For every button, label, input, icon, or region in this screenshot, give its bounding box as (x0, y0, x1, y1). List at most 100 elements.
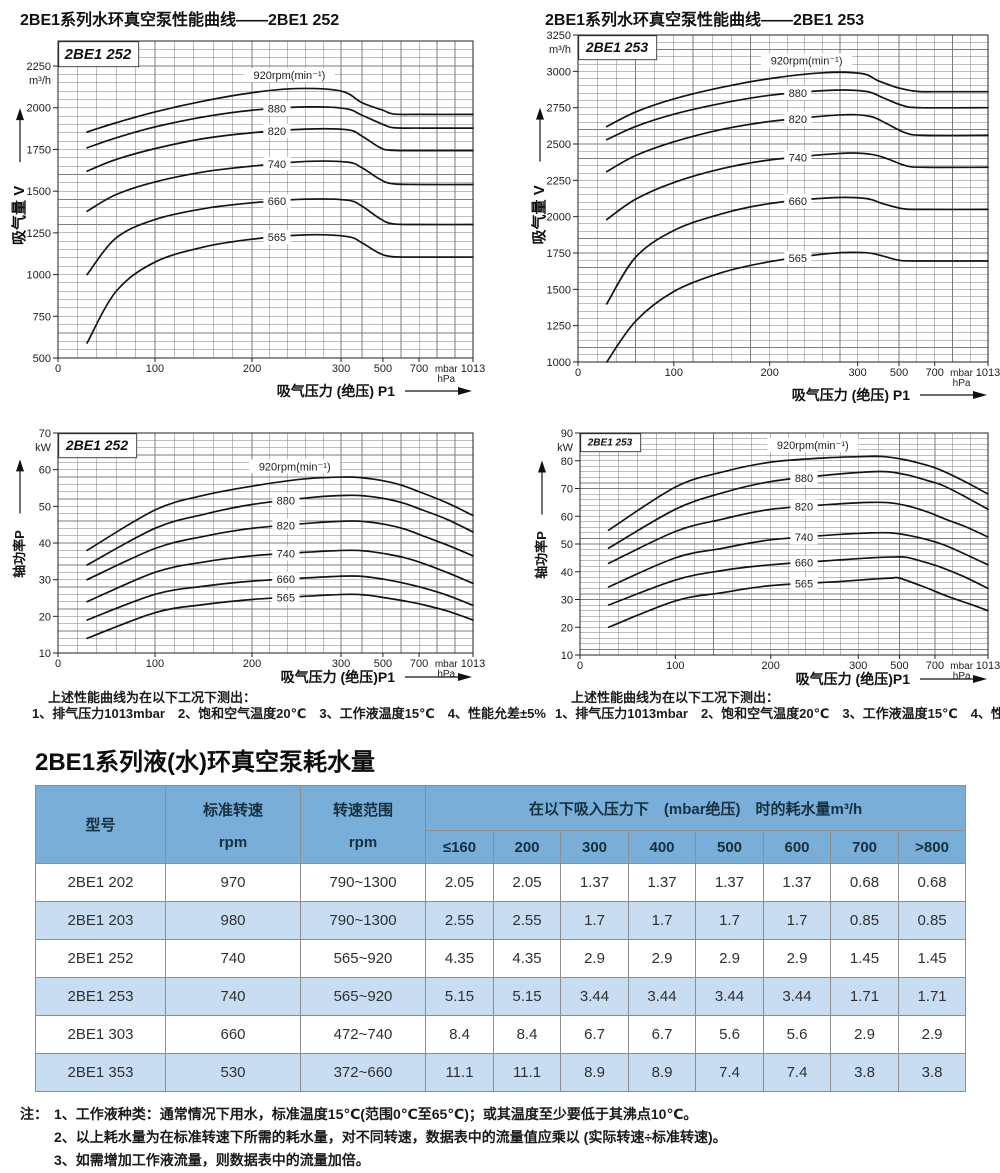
measure-conditions-left: 上述性能曲线为在以下工况下测出： 1、排气压力1013mbar 2、饱和空气温度… (32, 690, 546, 721)
svg-text:kW: kW (35, 442, 52, 454)
svg-text:hPa: hPa (953, 378, 971, 389)
consumption-cell: 2.9 (897, 1015, 967, 1054)
svg-text:1000: 1000 (27, 270, 51, 282)
footnotes: 注： 1、工作液种类：通常情况下用水，标准温度15℃(范围0℃至65℃)；或其温… (20, 1103, 980, 1172)
footnote-line: 3、如需增加工作液流量，则数据表中的流量加倍。 (20, 1149, 980, 1172)
measure-conditions-title: 上述性能曲线为在以下工况下测出： (571, 690, 780, 705)
svg-text:820: 820 (795, 502, 813, 514)
svg-text:mbar: mbar (950, 368, 973, 379)
consumption-cell: 2.9 (763, 939, 831, 978)
svg-text:轴功率P: 轴功率P (534, 531, 549, 579)
svg-text:660: 660 (268, 196, 286, 208)
speed-range-cell: 472~740 (300, 1015, 426, 1054)
pressure-col-header: 500 (695, 830, 764, 864)
col-header-consumption-group: 在以下吸入压力下 (mbar绝压) 时的耗水量m³/h (424, 785, 967, 831)
svg-text:100: 100 (666, 660, 684, 672)
consumption-cell: 5.15 (493, 977, 561, 1016)
svg-text:565: 565 (277, 592, 295, 604)
consumption-cell: 1.7 (628, 901, 696, 940)
model-cell: 2BE1 202 (35, 863, 166, 902)
svg-text:920rpm(min⁻¹): 920rpm(min⁻¹) (253, 70, 325, 82)
svg-text:920rpm(min⁻¹): 920rpm(min⁻¹) (259, 461, 331, 473)
table-row: 2BE1 253 740 565~920 5.15 5.15 3.44 3.44 3.44 3.… (35, 977, 967, 1016)
svg-text:1500: 1500 (27, 186, 51, 198)
svg-text:2BE1 253: 2BE1 253 (585, 39, 648, 55)
svg-text:1750: 1750 (27, 144, 51, 156)
svg-text:2BE1 252: 2BE1 252 (64, 46, 132, 63)
svg-text:m³/h: m³/h (29, 75, 51, 87)
consumption-cell: 8.9 (560, 1053, 629, 1092)
svg-text:565: 565 (789, 253, 807, 265)
y-axis-label: 吸气量 V (10, 108, 28, 245)
std-speed-unit: rpm (218, 833, 248, 851)
std-speed-label: 标准转速 (202, 801, 263, 819)
model-cell: 2BE1 203 (35, 901, 166, 940)
table-row: 2BE1 252 740 565~920 4.35 4.35 2.9 2.9 2.9 2.9 1.… (35, 939, 967, 978)
svg-text:2000: 2000 (27, 103, 51, 115)
consumption-cell: 4.35 (493, 939, 561, 978)
speed-range-unit: rpm (348, 833, 378, 851)
speed-range-cell: 565~920 (300, 939, 426, 978)
std-speed-cell: 740 (165, 977, 301, 1016)
svg-text:820: 820 (789, 114, 807, 126)
svg-text:300: 300 (332, 363, 350, 375)
svg-text:3250: 3250 (547, 30, 571, 42)
svg-text:740: 740 (277, 549, 295, 561)
svg-text:1013: 1013 (461, 363, 485, 375)
consumption-cell: 1.45 (830, 939, 899, 978)
svg-text:0: 0 (577, 660, 583, 672)
svg-text:吸气压力 (绝压)P1: 吸气压力 (绝压)P1 (281, 669, 396, 685)
capacity-chart-2be1-253: 1000 1250 1500 1750 2000 2250 2500 2750 3000 3250… (500, 20, 1000, 414)
consumption-cell: 1.37 (560, 863, 629, 902)
consumption-cell: 2.55 (425, 901, 494, 940)
model-cell: 2BE1 353 (35, 1053, 166, 1092)
svg-text:吸气量 V: 吸气量 V (10, 186, 28, 245)
col-header-std-speed: 标准转速 rpm (165, 785, 301, 864)
consumption-cell: 2.55 (493, 901, 561, 940)
svg-text:2250: 2250 (547, 175, 571, 187)
svg-text:50: 50 (39, 501, 51, 513)
svg-text:660: 660 (277, 574, 295, 586)
model-cell: 2BE1 253 (35, 977, 166, 1016)
capacity-chart-2be1-252: 500 750 1000 1250 1500 1750 2000 2250 m³/h 0 100 20… (0, 26, 500, 414)
svg-text:880: 880 (795, 473, 813, 485)
consumption-cell: 5.6 (695, 1015, 764, 1054)
svg-text:0: 0 (575, 367, 581, 379)
svg-text:1013: 1013 (461, 658, 485, 670)
svg-text:200: 200 (243, 658, 261, 670)
pressure-col-header: 700 (830, 830, 899, 864)
chart-canvas: 10 20 30 40 50 60 70 80 90 kW 0 100 200 300 500 700 1013… (534, 428, 1000, 687)
consumption-cell: 7.4 (763, 1053, 831, 1092)
capacity-chart-title-252: 2BE1系列水环真空泵性能曲线——2BE1 252 (20, 12, 340, 29)
svg-text:500: 500 (374, 658, 392, 670)
svg-text:2BE1 253: 2BE1 253 (587, 438, 633, 449)
svg-text:20: 20 (39, 611, 51, 623)
consumption-cell: 3.8 (830, 1053, 899, 1092)
std-speed-cell: 740 (165, 939, 301, 978)
svg-text:2750: 2750 (547, 103, 571, 115)
svg-text:100: 100 (665, 367, 683, 379)
consumption-cell: 8.4 (425, 1015, 494, 1054)
measure-conditions-items: 1、排气压力1013mbar 2、饱和空气温度20℃ 3、工作液温度15℃ 4、… (32, 706, 546, 721)
model-cell: 2BE1 303 (35, 1015, 166, 1054)
table-row: 2BE1 203 980 790~1300 2.55 2.55 1.7 1.7 1.7 1.7 0… (35, 901, 967, 940)
svg-text:1250: 1250 (27, 228, 51, 240)
consumption-cell: 0.68 (830, 863, 899, 902)
svg-text:70: 70 (39, 428, 51, 440)
svg-text:700: 700 (410, 363, 428, 375)
footnote-line: 注： 1、工作液种类：通常情况下用水，标准温度15℃(范围0℃至65℃)；或其温… (20, 1103, 980, 1126)
svg-text:50: 50 (561, 539, 573, 551)
svg-text:吸气压力 (绝压) P1: 吸气压力 (绝压) P1 (792, 387, 910, 403)
consumption-cell: 11.1 (493, 1053, 561, 1092)
chart-canvas: 10 20 30 40 50 60 70 kW 0 100 200 300 500 700 1013mbar… (12, 428, 485, 685)
svg-text:hPa: hPa (437, 669, 455, 680)
std-speed-cell: 660 (165, 1015, 301, 1054)
consumption-cell: 4.35 (425, 939, 494, 978)
svg-text:mbar: mbar (435, 364, 458, 375)
svg-text:60: 60 (39, 465, 51, 477)
consumption-cell: 3.44 (560, 977, 629, 1016)
table-row: 2BE1 202 970 790~1300 2.05 2.05 1.37 1.37 1.37 1… (35, 863, 967, 902)
consumption-cell: 1.37 (763, 863, 831, 902)
col-header-model: 型号 (35, 785, 166, 864)
svg-text:740: 740 (268, 159, 286, 171)
